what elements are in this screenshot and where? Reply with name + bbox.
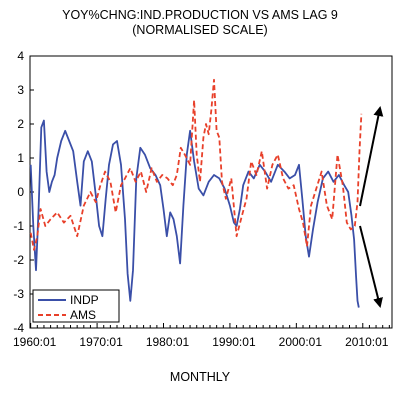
legend: INDP AMS [32, 289, 120, 323]
y-axis: -4 -3 -2 -1 0 1 2 3 4 [13, 49, 34, 335]
x-tick-label: 1960:01 [13, 335, 57, 349]
y-tick-label: -2 [13, 253, 24, 267]
x-tick-label: 2010:01 [345, 335, 389, 349]
chart-title: YOY%CHNG:IND.PRODUCTION VS AMS LAG 9 [62, 8, 338, 22]
x-tick-label: 2000:01 [279, 335, 323, 349]
series-line-indp [29, 119, 360, 308]
y-tick-label: -1 [13, 219, 24, 233]
x-tick-label: 1990:01 [212, 335, 256, 349]
legend-box [32, 289, 120, 323]
y-tick-label: 3 [17, 83, 24, 97]
arrow-up-icon [359, 106, 384, 207]
annotation-arrows [359, 106, 384, 308]
x-tick-label: 1980:01 [146, 335, 190, 349]
plot-area [29, 55, 393, 329]
series-layer [29, 78, 363, 308]
y-tick-label: 0 [17, 185, 24, 199]
legend-label-ams: AMS [70, 308, 96, 322]
x-tick-label: 1970:01 [79, 335, 123, 349]
x-axis: 1960:01 1970:01 1980:01 1990:01 2000:01 2010:… [13, 323, 390, 349]
chart-subtitle: (NORMALISED SCALE) [132, 23, 268, 37]
series-line-ams [29, 78, 363, 251]
y-tick-label: -4 [13, 321, 24, 335]
arrow-down-icon [359, 225, 383, 308]
y-tick-label: 2 [17, 117, 24, 131]
y-tick-label: 1 [17, 151, 24, 165]
legend-label-indp: INDP [70, 293, 99, 307]
y-tick-label: 4 [17, 49, 24, 63]
x-axis-label: MONTHLY [169, 370, 231, 384]
y-tick-label: -3 [13, 287, 24, 301]
